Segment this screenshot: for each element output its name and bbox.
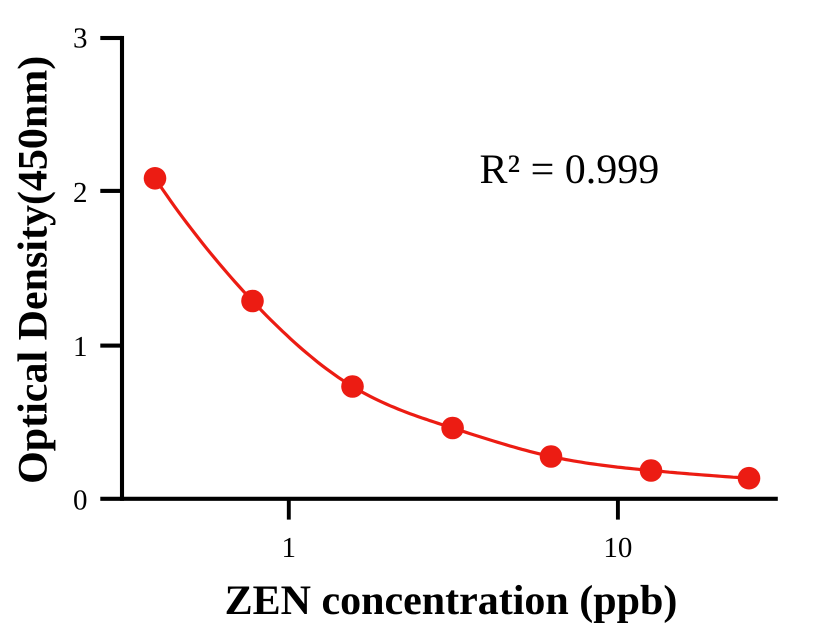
svg-text:0: 0 — [73, 484, 88, 516]
svg-text:10: 10 — [603, 532, 632, 564]
svg-text:Optical Density(450nm): Optical Density(450nm) — [10, 56, 56, 484]
svg-text:1: 1 — [73, 331, 88, 363]
svg-text:R² = 0.999: R² = 0.999 — [480, 147, 660, 193]
svg-text:2: 2 — [73, 177, 88, 209]
svg-text:ZEN concentration (ppb): ZEN concentration (ppb) — [225, 578, 678, 624]
svg-text:1: 1 — [282, 532, 297, 564]
svg-text:3: 3 — [73, 23, 88, 55]
